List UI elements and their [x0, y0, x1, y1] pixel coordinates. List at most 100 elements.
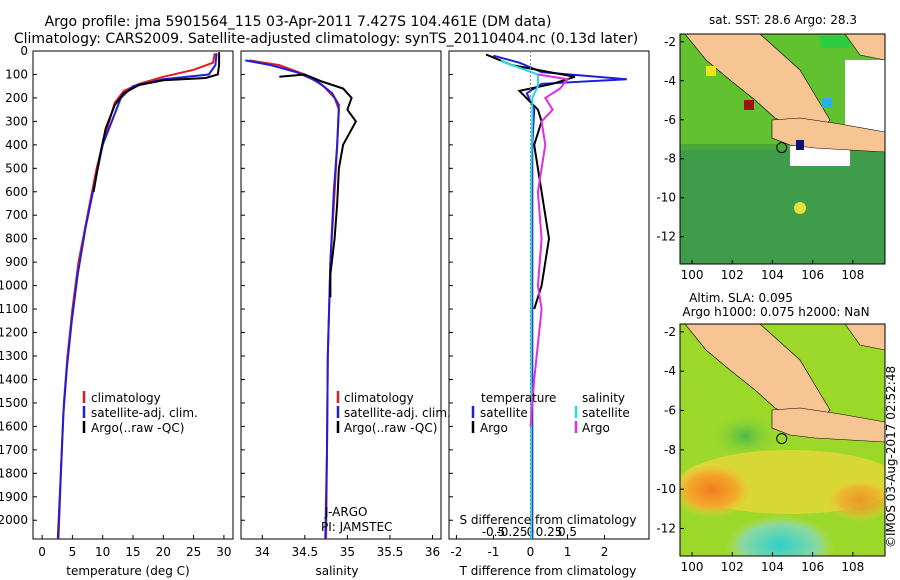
sst-map: sat. SST: 28.6 Argo: 28.3 100 102 104 106 10…	[656, 13, 886, 282]
depth-tick-label: 1900	[0, 490, 28, 504]
depth-tick-label: 1100	[0, 302, 28, 316]
sst-yellow-pixel	[706, 66, 716, 76]
sla-land-borneo	[844, 324, 885, 351]
sla-warm-eddy-east	[825, 478, 885, 522]
map-x-tick-label: 106	[801, 268, 824, 282]
map-x-tick-label: 108	[841, 268, 864, 282]
depth-tick-label: 1600	[0, 419, 28, 433]
series-line-climatology	[57, 53, 216, 540]
temperature-legend: climatology satellite-adj. clim. Argo(..…	[82, 391, 198, 435]
sla-map-ticks: 100 102 104 106 108 -2 -4 -6 -8 -10 -12	[656, 325, 864, 574]
map-x-tick-label: 100	[681, 268, 704, 282]
sst-land-borneo	[844, 34, 885, 61]
figure-title-line2: Climatology: CARS2009. Satellite-adjuste…	[14, 31, 638, 47]
x-tick-label: 1	[564, 545, 572, 559]
map-y-tick-label: -2	[664, 35, 676, 49]
imos-credit: ©IMOS 03-Aug-2017 02:52:48	[884, 366, 898, 548]
figure-title-line1: Argo profile: jma 5901564_115 03-Apr-201…	[45, 14, 552, 30]
map-x-tick-label: 104	[761, 268, 784, 282]
map-y-tick-label: -4	[664, 364, 676, 378]
sst-map-title: sat. SST: 28.6 Argo: 28.3	[709, 13, 857, 27]
x-tick-label: 34	[255, 545, 270, 559]
temperature-x-ticks: 0 5 10 15 20 25 30	[38, 535, 232, 559]
depth-tick-label: 1000	[0, 279, 28, 293]
legend-label-climatology: climatology	[91, 391, 161, 405]
x-tick-label: -2	[450, 545, 462, 559]
map-x-tick-label: 104	[761, 560, 784, 574]
depth-tick-label: 400	[5, 138, 28, 152]
depth-tick-label: 800	[5, 232, 28, 246]
map-y-tick-label: -6	[664, 113, 676, 127]
sst-warm-patch	[820, 36, 850, 48]
map-x-tick-label: 100	[681, 560, 704, 574]
legend-label-climatology: climatology	[344, 391, 414, 405]
sst-cyan-pixel	[822, 98, 832, 108]
legend-header-temperature: temperature	[481, 391, 556, 405]
sst-cold-pixel	[796, 140, 804, 150]
depth-tick-label: 900	[5, 255, 28, 269]
sst-sea-south	[680, 150, 885, 264]
sst-cloud-gap	[790, 146, 850, 166]
depth-tick-label: 500	[5, 161, 28, 175]
sla-land-java	[771, 407, 885, 443]
float-program-label: J-ARGO	[324, 505, 367, 519]
s-tick-label: -0.5	[482, 525, 505, 539]
x-tick-label: 35.5	[377, 545, 404, 559]
legend-label-t-satellite: satellite	[480, 406, 528, 420]
salinity-legend: climatology satellite-adj. clim. Argo(..…	[336, 391, 451, 435]
x-tick-label: 34.5	[291, 545, 318, 559]
map-y-tick-label: -6	[664, 404, 676, 418]
legend-label-argo: Argo(..raw -QC)	[344, 421, 437, 435]
depth-tick-label: 1700	[0, 443, 28, 457]
float-pi-label: PI: JAMSTEC	[321, 520, 392, 534]
sst-map-ticks: 100 102 104 106 108 -2 -4 -6 -8 -10 -12	[656, 35, 864, 282]
x-tick-label: 15	[125, 545, 140, 559]
map-x-tick-label: 102	[721, 268, 744, 282]
series-line-satellite-adj-clim-	[56, 53, 218, 540]
x-tick-label: 0	[38, 545, 46, 559]
series-line-t-satellite	[493, 54, 627, 539]
depth-tick-label: 1800	[0, 466, 28, 480]
map-x-tick-label: 106	[801, 560, 824, 574]
difference-series	[485, 51, 627, 539]
sla-map: Altim. SLA: 0.095 Argo h1000: 0.075 h200…	[656, 291, 886, 574]
series-line-satellite-adj-clim-	[245, 59, 340, 540]
legend-label-t-argo: Argo	[480, 421, 508, 435]
temperature-panel: 0 5 10 15 20 25 30 temperature (deg C) climato…	[32, 50, 234, 578]
x-tick-label: 20	[156, 545, 171, 559]
difference-axes-frame	[448, 50, 650, 540]
legend-label-satellite: satellite-adj. clim.	[344, 406, 451, 420]
map-y-tick-label: -12	[656, 521, 676, 535]
series-line-climatology	[249, 59, 340, 540]
salinity-x-ticks: 34 34.5 35 35.5 36	[255, 535, 440, 559]
sla-map-frame	[679, 323, 886, 557]
depth-tick-label: 200	[5, 91, 28, 105]
t-difference-label: T difference from climatology	[459, 564, 637, 578]
depth-tick-label: 600	[5, 185, 28, 199]
series-line-t-argo	[485, 53, 576, 310]
series-line-s-argo	[529, 73, 570, 427]
s-tick-label: -0.25	[496, 525, 527, 539]
map-y-tick-label: -10	[656, 482, 676, 496]
depth-tick-label: 0	[20, 44, 28, 58]
legend-label-s-argo: Argo	[582, 421, 610, 435]
x-tick-label: 25	[186, 545, 201, 559]
series-line-argo-raw-qc-	[279, 73, 358, 298]
depth-tick-label: 2000	[0, 513, 28, 527]
x-tick-label: 35	[340, 545, 355, 559]
depth-tick-label: 100	[5, 67, 28, 81]
sla-cool-eddy	[725, 515, 835, 556]
salinity-axes-frame	[240, 50, 442, 540]
sst-warm-spot	[794, 202, 806, 214]
series-line-s-satellite	[500, 59, 539, 539]
sst-map-frame	[679, 33, 886, 265]
depth-tick-label: 1300	[0, 349, 28, 363]
difference-s-ticks: -0.5-0.2500.250.5	[482, 525, 577, 539]
legend-header-salinity: salinity	[582, 391, 625, 405]
depth-axis: 0 100 200 300 400 500 600 700 800 900 1000 1100 1200…	[0, 44, 453, 527]
legend-label-argo: Argo(..raw -QC)	[91, 421, 184, 435]
sla-green-eddy	[713, 414, 777, 458]
x-tick-label: 10	[95, 545, 110, 559]
